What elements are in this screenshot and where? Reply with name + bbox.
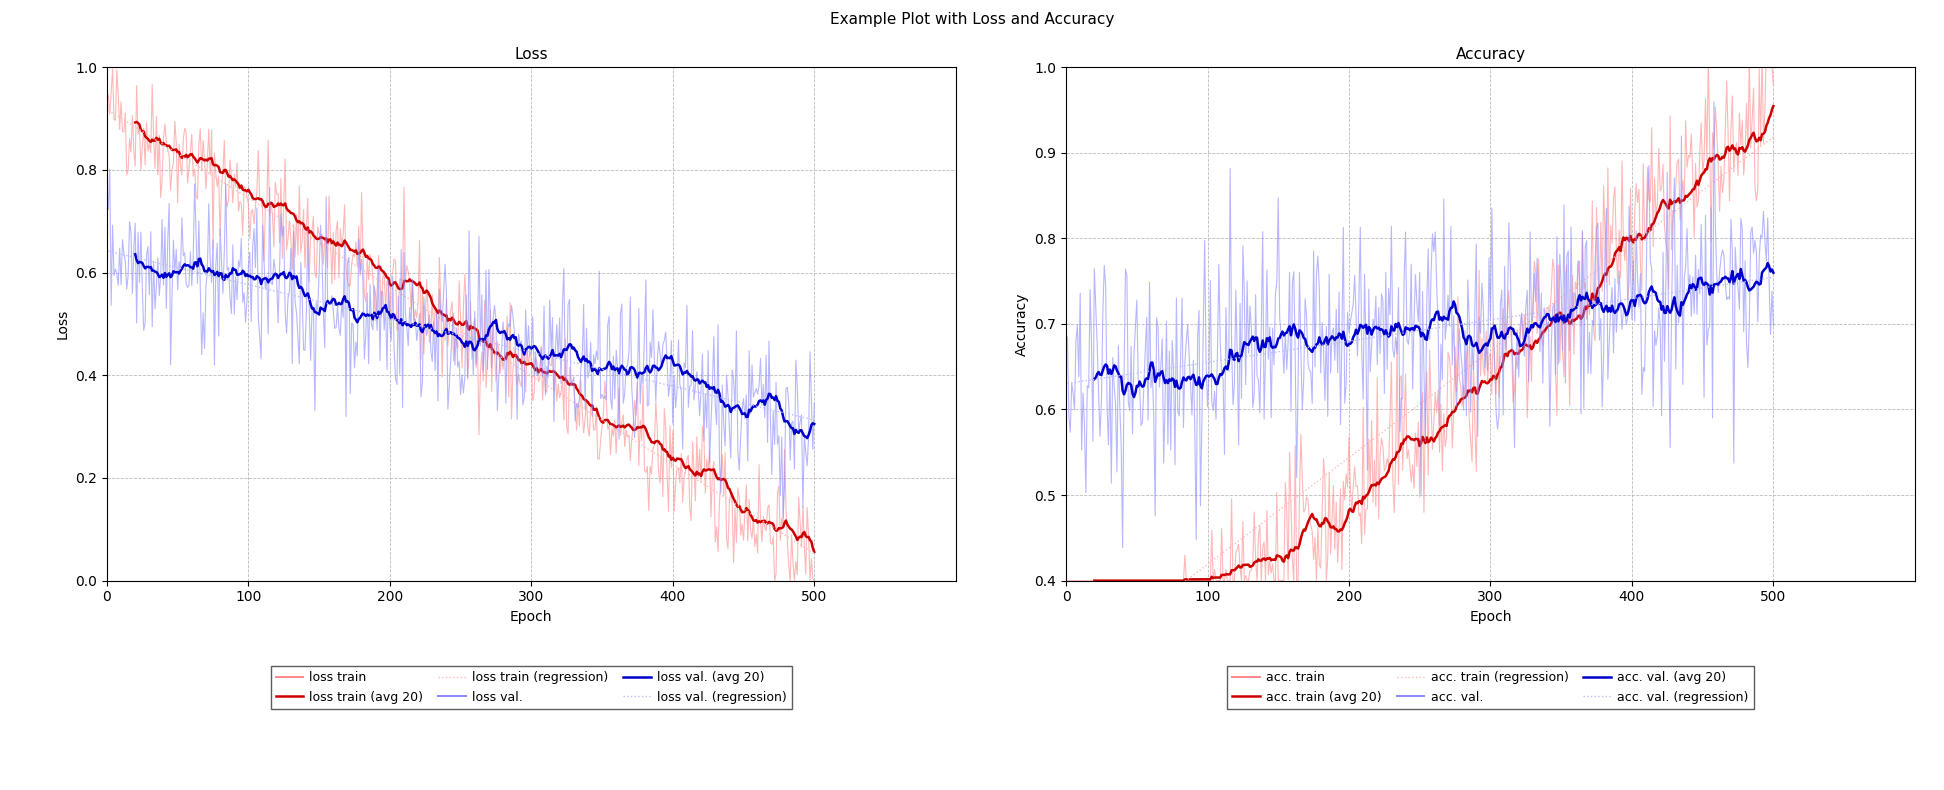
Y-axis label: Loss: Loss [56, 309, 70, 339]
Legend: acc. train, acc. train (avg 20), acc. train (regression), acc. val., acc. val. (: acc. train, acc. train (avg 20), acc. tr… [1227, 667, 1753, 709]
Text: Example Plot with Loss and Accuracy: Example Plot with Loss and Accuracy [830, 12, 1114, 27]
X-axis label: Epoch: Epoch [509, 610, 552, 624]
Legend: loss train, loss train (avg 20), loss train (regression), loss val., loss val. (: loss train, loss train (avg 20), loss tr… [270, 667, 791, 709]
Title: Loss: Loss [515, 47, 548, 62]
X-axis label: Epoch: Epoch [1470, 610, 1512, 624]
Y-axis label: Accuracy: Accuracy [1015, 292, 1028, 356]
Title: Accuracy: Accuracy [1456, 47, 1526, 62]
